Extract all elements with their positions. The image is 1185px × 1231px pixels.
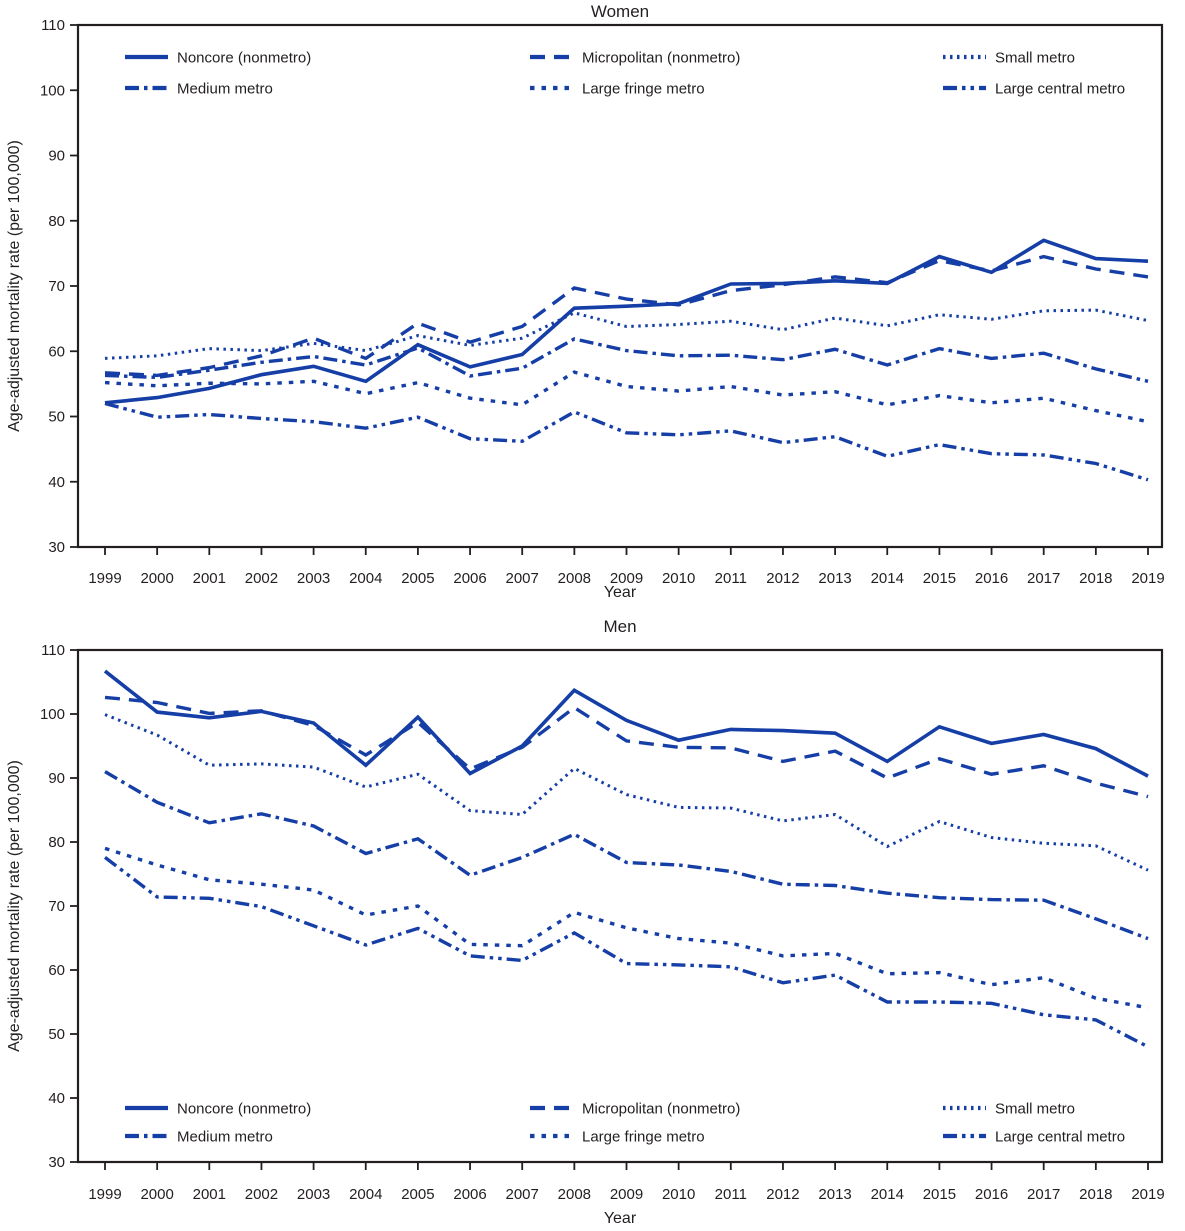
y-tick-label: 110 (41, 642, 65, 659)
x-tick-label: 2000 (140, 1186, 173, 1203)
x-tick-label: 2005 (401, 1186, 434, 1203)
x-tick-label: 2008 (558, 570, 591, 587)
legend-label: Medium metro (177, 1129, 273, 1146)
x-tick-label: 2001 (193, 1186, 226, 1203)
y-tick-label: 100 (40, 82, 65, 99)
y-tick-label: 50 (48, 409, 65, 426)
series-line-noncore-nonmetro- (104, 238, 1149, 405)
y-tick-label: 100 (40, 706, 65, 723)
plot-frame (76, 648, 1164, 1164)
x-tick-label: 2003 (297, 1186, 330, 1203)
x-tick-label: 2018 (1079, 570, 1112, 587)
y-tick-label: 90 (48, 770, 65, 787)
series-line-large-central-metro (104, 401, 1149, 482)
y-tick-label: 70 (48, 898, 65, 915)
x-tick-label: 2012 (766, 570, 799, 587)
x-tick-label: 2002 (245, 570, 278, 587)
series-line-noncore-nonmetro- (103, 669, 1149, 778)
x-tick-label: 2007 (506, 570, 539, 587)
x-tick-label: 1999 (88, 1186, 121, 1203)
y-tick-label: 40 (48, 1090, 65, 1107)
series-line-micropolitan-nonmetro- (104, 695, 1149, 799)
x-tick-label: 2002 (245, 1186, 278, 1203)
series-line-micropolitan-nonmetro- (104, 254, 1149, 378)
y-tick-label: 70 (48, 278, 65, 295)
x-tick-label: 2004 (349, 570, 382, 587)
legend-label: Small metro (995, 50, 1075, 67)
legend-label: Small metro (995, 1101, 1075, 1118)
y-tick-label: 30 (48, 539, 65, 556)
x-tick-label: 2010 (662, 1186, 695, 1203)
x-tick-label: 2009 (610, 570, 643, 587)
x-tick-label: 2015 (923, 570, 956, 587)
x-tick-label: 2014 (871, 1186, 904, 1203)
legend-label: Micropolitan (nonmetro) (582, 1101, 740, 1118)
y-tick-label: 40 (48, 474, 65, 491)
legend-label: Noncore (nonmetro) (177, 1101, 311, 1118)
y-tick-label: 60 (48, 962, 65, 979)
women-x-axis-title: Year (604, 584, 637, 601)
women-panel-title: Women (591, 2, 649, 21)
legend-label: Noncore (nonmetro) (177, 50, 311, 67)
men-y-axis-title: Age-adjusted mortality rate (per 100,000… (6, 760, 23, 1052)
x-tick-label: 2006 (453, 1186, 486, 1203)
plot-frame (76, 23, 1164, 549)
series-line-large-fringe-metro (104, 370, 1149, 424)
x-tick-label: 2015 (923, 1186, 956, 1203)
x-tick-label: 2019 (1131, 570, 1164, 587)
x-tick-label: 2003 (297, 570, 330, 587)
y-tick-label: 80 (48, 834, 65, 851)
x-tick-label: 2010 (662, 570, 695, 587)
y-tick-label: 60 (48, 343, 65, 360)
x-tick-label: 2011 (715, 1186, 747, 1203)
x-tick-label: 2013 (818, 1186, 851, 1203)
x-tick-label: 2013 (818, 570, 851, 587)
x-tick-label: 2017 (1027, 1186, 1060, 1203)
x-tick-label: 2017 (1027, 570, 1060, 587)
y-tick-label: 110 (41, 17, 65, 34)
series-line-small-metro (104, 713, 1149, 872)
men-x-axis-title: Year (604, 1210, 637, 1227)
x-tick-label: 2018 (1079, 1186, 1112, 1203)
legend-label: Medium metro (177, 81, 273, 98)
chart-root: 30 40 50 60 70 80 90 100 110 1999 2000 2001 2002 2003… (40, 17, 1165, 1203)
x-tick-label: 2012 (766, 1186, 799, 1203)
series-line-large-central-metro (103, 856, 1149, 1049)
series-line-small-metro (104, 308, 1149, 360)
x-tick-label: 1999 (88, 570, 121, 587)
x-tick-label: 2011 (715, 570, 747, 587)
x-tick-label: 2009 (610, 1186, 643, 1203)
x-tick-label: 2004 (349, 1186, 382, 1203)
legend-label: Large fringe metro (582, 1129, 705, 1146)
series-line-large-fringe-metro (104, 846, 1149, 1010)
legend-label: Large central metro (995, 1129, 1125, 1146)
x-tick-label: 2008 (558, 1186, 591, 1203)
y-tick-label: 30 (48, 1154, 65, 1171)
x-tick-label: 2001 (193, 570, 226, 587)
x-tick-label: 2006 (453, 570, 486, 587)
men-panel-title: Men (603, 617, 636, 636)
legend-label: Large fringe metro (582, 81, 705, 98)
legend-label: Micropolitan (nonmetro) (582, 50, 740, 67)
x-tick-label: 2016 (975, 1186, 1008, 1203)
x-tick-label: 2016 (975, 570, 1008, 587)
y-tick-label: 90 (48, 148, 65, 165)
x-tick-label: 2005 (401, 570, 434, 587)
x-tick-label: 2007 (506, 1186, 539, 1203)
series-line-medium-metro (104, 770, 1149, 941)
series-line-medium-metro (104, 337, 1149, 383)
x-tick-label: 2014 (871, 570, 904, 587)
x-tick-label: 2000 (140, 570, 173, 587)
x-tick-label: 2019 (1131, 1186, 1164, 1203)
legend-label: Large central metro (995, 81, 1125, 98)
women-y-axis-title: Age-adjusted mortality rate (per 100,000… (6, 140, 23, 432)
y-tick-label: 50 (48, 1026, 65, 1043)
y-tick-label: 80 (48, 213, 65, 230)
